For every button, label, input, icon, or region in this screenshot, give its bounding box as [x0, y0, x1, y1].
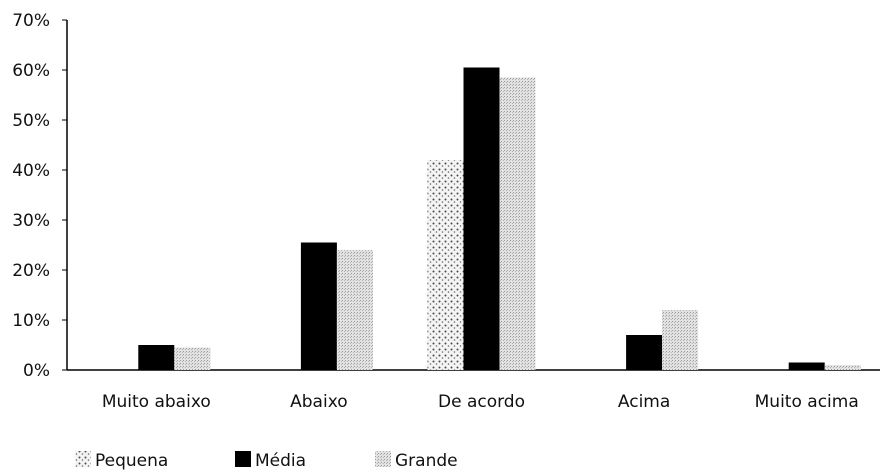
y-tick-label: 30%: [12, 211, 50, 231]
y-tick-label: 70%: [12, 11, 50, 31]
x-category-label: Muito acima: [755, 392, 859, 412]
bar-mdia-1: [300, 242, 337, 370]
y-tick-label: 0%: [23, 361, 50, 381]
x-category-labels: Muito abaixo Abaixo De acordo Acima Muito ac…: [102, 392, 859, 412]
legend-label: Média: [255, 451, 306, 470]
bar-mdia-3: [626, 335, 663, 370]
legend-label: Pequena: [95, 451, 168, 470]
legend-swatch: [75, 451, 91, 467]
bar-grande-4: [824, 365, 861, 370]
x-category-label: De acordo: [438, 392, 525, 412]
legend: Pequena Média Grande: [75, 451, 458, 470]
legend-swatch: [235, 451, 251, 467]
y-tick-label: 60%: [12, 61, 50, 81]
bar-mdia-2: [463, 67, 500, 370]
y-tick-labels: 0% 10% 20% 30% 40% 50% 60% 70%: [12, 11, 67, 381]
y-tick-label: 10%: [12, 311, 50, 331]
x-category-label: Acima: [618, 392, 670, 412]
bar-grande-1: [336, 250, 373, 370]
bar-mdia-0: [138, 345, 175, 370]
bar-marks: [138, 67, 861, 370]
bar-grande-0: [174, 347, 211, 370]
x-category-label: Abaixo: [290, 392, 348, 412]
legend-label: Grande: [395, 451, 458, 470]
bar-mdia-4: [788, 362, 825, 370]
y-tick-label: 20%: [12, 261, 50, 281]
legend-swatch: [375, 451, 391, 467]
bar-pequena-2: [427, 160, 464, 370]
x-category-label: Muito abaixo: [102, 392, 211, 412]
y-tick-label: 50%: [12, 111, 50, 131]
y-tick-label: 40%: [12, 161, 50, 181]
bar-grande-3: [662, 310, 699, 370]
bar-grande-2: [499, 77, 536, 370]
